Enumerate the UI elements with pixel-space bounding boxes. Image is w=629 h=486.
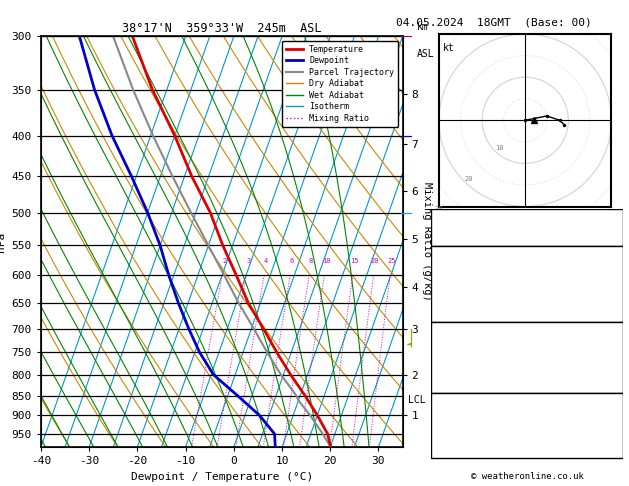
Text: -12: -12 [575,420,593,431]
Text: Lifted Index: Lifted Index [438,290,511,299]
Text: Most Unstable: Most Unstable [487,323,566,332]
Text: Surface: Surface [506,246,548,257]
Text: Temp (°C): Temp (°C) [438,257,493,267]
Y-axis label: Mixing Ratio (g/kg): Mixing Ratio (g/kg) [422,182,432,301]
Text: 289°: 289° [575,434,599,444]
Text: ASL: ASL [417,49,435,59]
Legend: Temperature, Dewpoint, Parcel Trajectory, Dry Adiabat, Wet Adiabat, Isotherm, Mi: Temperature, Dewpoint, Parcel Trajectory… [282,41,398,127]
Text: 2: 2 [222,258,226,264]
Y-axis label: hPa: hPa [0,232,6,252]
Text: StmDir: StmDir [438,434,474,444]
Text: 0: 0 [588,370,594,380]
Text: θε(K): θε(K) [438,279,469,289]
Text: LCL: LCL [408,396,426,405]
Text: 987: 987 [588,334,606,345]
Text: 20: 20 [465,175,474,182]
Text: 315: 315 [588,279,606,289]
Text: km: km [417,22,429,33]
Text: 04.05.2024  18GMT  (Base: 00): 04.05.2024 18GMT (Base: 00) [396,17,592,27]
Text: 1.25: 1.25 [588,235,612,245]
Text: 315: 315 [588,347,606,356]
X-axis label: Dewpoint / Temperature (°C): Dewpoint / Temperature (°C) [131,472,313,482]
Text: 3: 3 [246,258,250,264]
Text: 20.1: 20.1 [588,257,612,267]
Text: 8: 8 [309,258,313,264]
Text: Dewp (°C): Dewp (°C) [438,268,493,278]
Bar [431,209,623,246]
Text: PW (cm): PW (cm) [438,235,481,245]
Text: 4: 4 [264,258,268,264]
Text: 6: 6 [588,210,594,220]
Text: SREH: SREH [438,420,462,431]
Bar [431,393,623,458]
Text: Pressure (mb): Pressure (mb) [438,334,516,345]
Text: Hodograph: Hodograph [500,395,554,404]
Text: Totals Totals: Totals Totals [438,223,516,232]
Text: 10: 10 [322,258,330,264]
Text: 6: 6 [290,258,294,264]
Text: θε (K): θε (K) [438,347,474,356]
Text: 10: 10 [495,145,504,152]
Text: 13: 13 [575,447,587,456]
Text: K: K [438,210,445,220]
Title: 38°17'N  359°33'W  245m  ASL: 38°17'N 359°33'W 245m ASL [122,22,321,35]
Text: 0: 0 [588,382,594,392]
Text: Lifted Index: Lifted Index [438,358,511,368]
Text: 6: 6 [588,290,594,299]
Text: 30: 30 [435,206,443,212]
Text: CAPE (J): CAPE (J) [438,300,487,311]
Text: 0: 0 [588,311,594,321]
Text: © weatheronline.co.uk: © weatheronline.co.uk [470,472,584,481]
Text: -7: -7 [575,408,587,417]
Text: kt: kt [443,43,455,52]
Text: 38: 38 [588,223,600,232]
Text: 15: 15 [350,258,359,264]
Text: StmSpd (kt): StmSpd (kt) [438,447,504,456]
Text: 20: 20 [371,258,379,264]
Text: 8.6: 8.6 [588,268,606,278]
Text: CIN (J): CIN (J) [438,311,481,321]
Bar [431,246,623,322]
Text: 25: 25 [387,258,396,264]
Text: 0: 0 [588,300,594,311]
Text: CIN (J): CIN (J) [438,382,481,392]
Bar [431,322,623,393]
Text: CAPE (J): CAPE (J) [438,370,487,380]
Text: 6: 6 [588,358,594,368]
Text: EH: EH [438,408,450,417]
